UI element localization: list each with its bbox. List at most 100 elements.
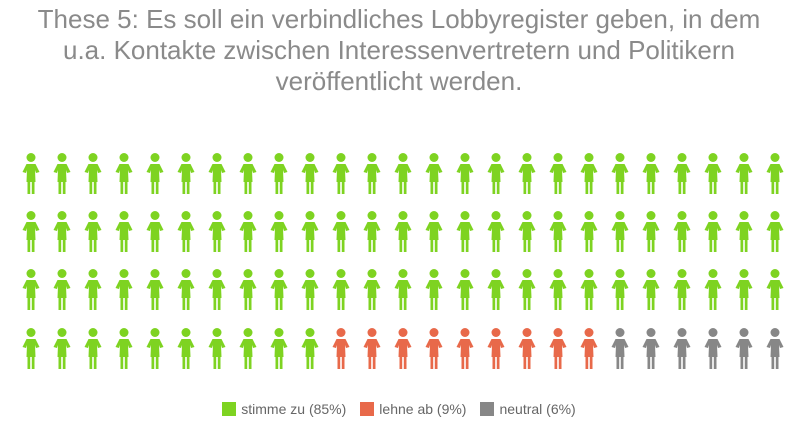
person-head <box>708 211 718 220</box>
person-body <box>146 339 164 369</box>
person-icon-91 <box>487 328 505 369</box>
person-icon-44 <box>580 211 598 252</box>
person-icon-42 <box>518 211 536 252</box>
person-body <box>84 164 102 194</box>
person-icon-59 <box>270 269 288 310</box>
person-body <box>425 164 443 194</box>
person-body <box>208 280 226 310</box>
person-icon-60 <box>301 269 319 310</box>
person-body <box>115 280 133 310</box>
person-icon-43 <box>549 211 567 252</box>
person-icon-62 <box>363 269 381 310</box>
person-head <box>181 269 191 278</box>
person-icon-67 <box>518 269 536 310</box>
person-icon-77 <box>53 328 71 369</box>
person-body <box>580 164 598 194</box>
person-body <box>394 339 412 369</box>
person-body <box>549 280 567 310</box>
person-body <box>425 222 443 252</box>
person-icon-7 <box>208 153 226 194</box>
person-body <box>53 164 71 194</box>
person-body <box>270 222 288 252</box>
person-icon-18 <box>549 153 567 194</box>
legend-item-neutral: neutral (6%) <box>480 401 576 417</box>
person-head <box>677 269 687 278</box>
person-icon-63 <box>394 269 412 310</box>
person-head <box>305 269 315 278</box>
person-head <box>26 211 36 220</box>
person-head <box>584 328 594 337</box>
person-head <box>88 269 98 278</box>
person-head <box>460 153 470 162</box>
person-head <box>677 328 687 337</box>
person-head <box>646 211 656 220</box>
person-head <box>491 211 501 220</box>
person-body <box>239 280 257 310</box>
person-icon-93 <box>549 328 567 369</box>
person-icon-46 <box>642 211 660 252</box>
person-icon-10 <box>301 153 319 194</box>
person-head <box>150 153 160 162</box>
person-head <box>398 211 408 220</box>
person-head <box>119 269 129 278</box>
person-body <box>456 339 474 369</box>
person-body <box>735 164 753 194</box>
person-head <box>88 211 98 220</box>
person-body <box>84 222 102 252</box>
person-body <box>22 339 40 369</box>
person-body <box>611 339 629 369</box>
person-body <box>518 280 536 310</box>
person-body <box>704 222 722 252</box>
person-icon-28 <box>84 211 102 252</box>
legend-swatch-disagree <box>360 402 375 416</box>
person-icon-83 <box>239 328 257 369</box>
person-icon-57 <box>208 269 226 310</box>
person-head <box>522 328 532 337</box>
person-head <box>677 211 687 220</box>
person-body <box>766 280 784 310</box>
person-icon-47 <box>673 211 691 252</box>
legend-label-agree: stimme zu (85%) <box>241 401 347 417</box>
person-icon-12 <box>363 153 381 194</box>
person-icon-70 <box>611 269 629 310</box>
person-body <box>611 222 629 252</box>
person-head <box>584 211 594 220</box>
person-icon-99 <box>735 328 753 369</box>
person-icon-17 <box>518 153 536 194</box>
person-icon-27 <box>53 211 71 252</box>
legend-label-neutral: neutral (6%) <box>499 401 576 417</box>
person-head <box>274 328 284 337</box>
person-icon-35 <box>301 211 319 252</box>
legend-label-disagree: lehne ab (9%) <box>379 401 467 417</box>
person-icon-34 <box>270 211 288 252</box>
person-head <box>553 269 563 278</box>
person-icon-66 <box>487 269 505 310</box>
title-line-1: These 5: Es soll ein verbindliches Lobby… <box>37 4 761 34</box>
person-icon-36 <box>332 211 350 252</box>
person-head <box>26 269 36 278</box>
person-body <box>642 339 660 369</box>
person-icon-54 <box>115 269 133 310</box>
person-head <box>181 211 191 220</box>
person-head <box>119 211 129 220</box>
person-head <box>739 328 749 337</box>
person-icon-97 <box>673 328 691 369</box>
person-body <box>735 222 753 252</box>
person-body <box>456 164 474 194</box>
person-body <box>704 339 722 369</box>
person-icon-16 <box>487 153 505 194</box>
person-icon-45 <box>611 211 629 252</box>
person-body <box>673 164 691 194</box>
person-icon-51 <box>22 269 40 310</box>
person-body <box>766 222 784 252</box>
person-body <box>549 339 567 369</box>
person-body <box>394 280 412 310</box>
legend-swatch-agree <box>222 402 237 416</box>
person-head <box>57 211 67 220</box>
person-head <box>367 328 377 337</box>
person-icon-11 <box>332 153 350 194</box>
person-head <box>336 153 346 162</box>
person-head <box>460 328 470 337</box>
person-head <box>491 328 501 337</box>
person-icon-65 <box>456 269 474 310</box>
